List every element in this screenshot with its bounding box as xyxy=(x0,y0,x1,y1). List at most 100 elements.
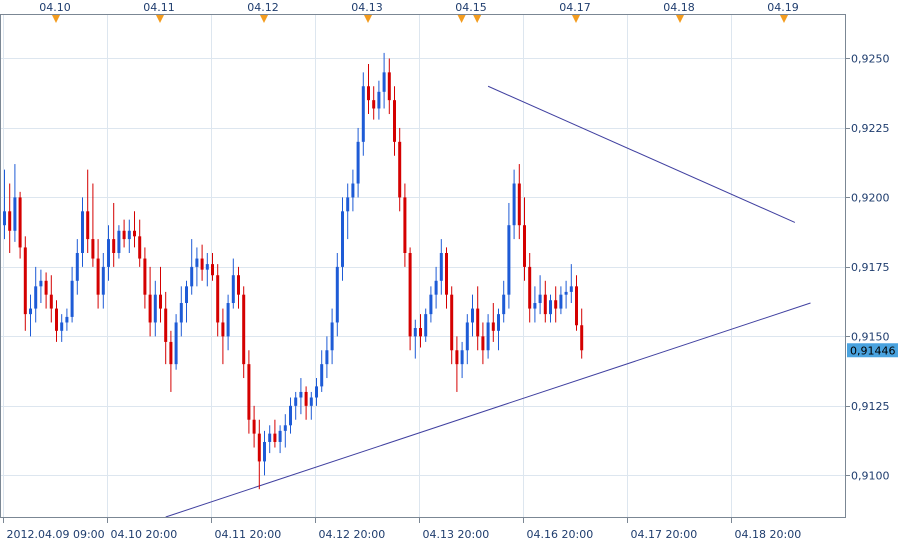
x-tick-label: 04.17 20:00 xyxy=(631,528,698,541)
candle-bearish xyxy=(148,266,152,337)
candle-body xyxy=(179,303,183,323)
candle-body xyxy=(523,225,526,267)
candle-bullish xyxy=(60,314,64,342)
candle-body xyxy=(153,294,157,323)
candle-bullish xyxy=(268,425,272,454)
candle-bearish xyxy=(8,183,12,253)
candle-bullish xyxy=(486,314,490,359)
candle-body xyxy=(242,294,246,365)
candle-body xyxy=(205,264,209,270)
trendline xyxy=(165,302,811,518)
candle-bullish xyxy=(351,169,355,212)
candle-bullish xyxy=(429,286,433,323)
candle-body xyxy=(497,314,500,331)
candle-bearish xyxy=(387,58,391,115)
candle-body xyxy=(60,322,64,331)
top-date-label: 04.13 xyxy=(351,1,383,14)
candle-body xyxy=(107,239,110,267)
candle-bullish xyxy=(320,350,324,392)
y-tick-label: 0,9225 xyxy=(851,122,890,135)
candle-bullish xyxy=(278,425,282,454)
candle-bearish xyxy=(252,405,256,448)
candle-bearish xyxy=(91,183,95,267)
candle-bullish xyxy=(502,280,506,323)
candle-bullish xyxy=(512,169,516,240)
candle-body xyxy=(23,247,27,315)
candle-body xyxy=(39,280,43,287)
candle-body xyxy=(507,225,511,295)
candle-bearish xyxy=(242,286,246,379)
candle-body xyxy=(413,328,417,337)
plot-frame xyxy=(0,14,846,518)
candle-body xyxy=(185,286,188,304)
candle-body xyxy=(195,258,199,267)
candle-bearish xyxy=(138,219,142,267)
candle-body xyxy=(361,86,365,142)
candle-body xyxy=(341,211,344,267)
candle-bearish xyxy=(143,247,147,309)
candle-bearish xyxy=(86,169,90,253)
candle-bullish xyxy=(533,286,537,323)
x-tick-label: 04.12 20:00 xyxy=(319,528,386,541)
candle-body xyxy=(164,308,168,342)
candle-body xyxy=(221,322,225,337)
candle-bullish xyxy=(127,219,131,253)
candle-bearish xyxy=(419,314,422,348)
candle-body xyxy=(18,197,22,248)
candle-body xyxy=(81,211,84,253)
candle-body xyxy=(460,350,464,365)
candle-body xyxy=(252,419,256,434)
candle-bearish xyxy=(216,264,220,337)
candle-bearish xyxy=(169,330,173,392)
candle-body xyxy=(320,364,324,387)
candle-bullish xyxy=(538,275,542,315)
candle-body xyxy=(382,72,386,92)
candle-body xyxy=(75,252,79,281)
current-price-label: 0,91446 xyxy=(850,344,896,357)
candle-bearish xyxy=(554,286,558,323)
candle-body xyxy=(398,141,402,198)
candle-bullish xyxy=(65,308,69,331)
candle-body xyxy=(554,300,558,309)
candle-body xyxy=(289,405,292,426)
candle-bullish xyxy=(29,294,32,337)
candle-bullish xyxy=(382,52,386,109)
candle-bearish xyxy=(159,266,162,323)
candle-body xyxy=(356,141,360,184)
session-marker-icon xyxy=(156,15,164,23)
candle-bearish xyxy=(403,183,407,267)
candle-body xyxy=(190,266,194,287)
candle-bearish xyxy=(257,419,261,490)
candle-bearish xyxy=(408,247,412,351)
candle-body xyxy=(346,197,350,212)
candle-body xyxy=(96,258,100,295)
candle-body xyxy=(434,280,438,295)
candle-body xyxy=(226,303,230,337)
candle-bullish xyxy=(294,391,298,420)
candle-body xyxy=(70,280,74,317)
candle-body xyxy=(419,328,422,337)
candle-bullish xyxy=(75,239,79,295)
candle-body xyxy=(403,197,407,253)
y-tick-label: 0,9100 xyxy=(851,469,890,482)
candle-bullish xyxy=(299,378,303,415)
plot-background xyxy=(0,14,845,517)
candle-body xyxy=(325,350,329,365)
trendline xyxy=(487,85,796,223)
candle-bearish xyxy=(23,236,27,331)
candle-bearish xyxy=(575,275,578,331)
candle-body xyxy=(211,264,214,276)
candle-body xyxy=(445,252,448,295)
session-marker-icon xyxy=(260,15,268,23)
candle-body xyxy=(169,341,173,365)
candle-body xyxy=(237,275,240,295)
candle-body xyxy=(13,197,17,231)
candle-body xyxy=(55,308,58,331)
session-marker-icon xyxy=(780,15,788,23)
candle-bullish xyxy=(356,127,360,198)
candle-body xyxy=(491,322,495,331)
candle-body xyxy=(502,294,506,315)
candle-bearish xyxy=(517,164,521,240)
candle-bearish xyxy=(481,322,485,365)
candle-body xyxy=(455,350,459,365)
